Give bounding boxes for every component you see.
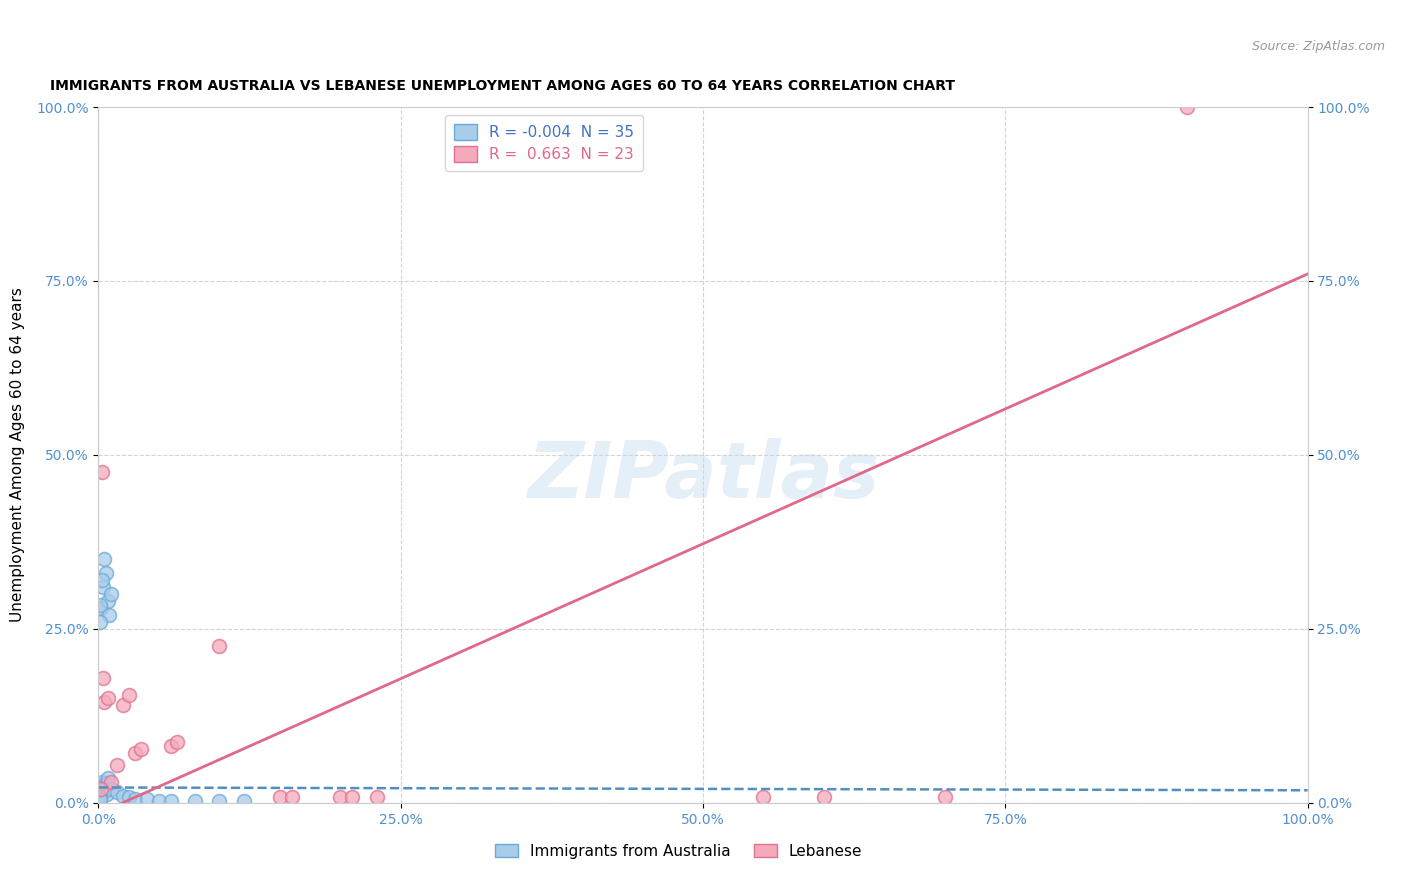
Point bbox=[118, 790, 141, 805]
Point bbox=[91, 671, 114, 685]
Point bbox=[813, 790, 835, 805]
Point bbox=[89, 598, 111, 612]
Point bbox=[111, 698, 134, 713]
Point bbox=[91, 573, 114, 587]
Point bbox=[281, 790, 304, 805]
Point bbox=[1175, 100, 1198, 114]
Point bbox=[100, 587, 122, 601]
Point bbox=[87, 778, 110, 793]
Y-axis label: Unemployment Among Ages 60 to 64 years: Unemployment Among Ages 60 to 64 years bbox=[10, 287, 25, 623]
Point bbox=[148, 794, 170, 808]
Legend: Immigrants from Australia, Lebanese: Immigrants from Australia, Lebanese bbox=[489, 838, 869, 864]
Point bbox=[135, 792, 157, 806]
Point bbox=[129, 741, 152, 756]
Point bbox=[90, 783, 112, 797]
Point bbox=[366, 790, 388, 805]
Point bbox=[124, 746, 146, 760]
Point bbox=[91, 466, 114, 480]
Point bbox=[105, 757, 128, 772]
Point bbox=[105, 785, 128, 799]
Point bbox=[342, 790, 364, 805]
Point bbox=[91, 580, 114, 594]
Point bbox=[91, 780, 114, 795]
Point bbox=[934, 790, 956, 805]
Point bbox=[93, 785, 115, 799]
Point bbox=[100, 781, 122, 796]
Point bbox=[329, 790, 352, 805]
Point bbox=[118, 688, 141, 702]
Point bbox=[97, 594, 120, 608]
Point bbox=[97, 772, 120, 786]
Point bbox=[90, 601, 112, 615]
Point bbox=[89, 792, 111, 806]
Point bbox=[93, 695, 115, 709]
Point bbox=[97, 691, 120, 706]
Point bbox=[100, 775, 122, 789]
Point bbox=[184, 794, 207, 808]
Point bbox=[98, 607, 121, 622]
Point bbox=[111, 789, 134, 803]
Text: Source: ZipAtlas.com: Source: ZipAtlas.com bbox=[1251, 40, 1385, 54]
Point bbox=[752, 790, 775, 805]
Text: ZIPatlas: ZIPatlas bbox=[527, 438, 879, 514]
Point bbox=[89, 791, 111, 805]
Text: IMMIGRANTS FROM AUSTRALIA VS LEBANESE UNEMPLOYMENT AMONG AGES 60 TO 64 YEARS COR: IMMIGRANTS FROM AUSTRALIA VS LEBANESE UN… bbox=[51, 79, 955, 94]
Point bbox=[87, 789, 110, 803]
Point bbox=[124, 792, 146, 806]
Point bbox=[89, 615, 111, 629]
Point bbox=[166, 734, 188, 748]
Point bbox=[89, 781, 111, 796]
Point bbox=[160, 739, 183, 753]
Point bbox=[269, 790, 291, 805]
Point bbox=[208, 794, 231, 808]
Point bbox=[89, 790, 111, 805]
Point bbox=[90, 781, 112, 796]
Point bbox=[89, 793, 111, 807]
Point bbox=[208, 639, 231, 653]
Point bbox=[232, 794, 254, 808]
Point bbox=[93, 552, 115, 566]
Point bbox=[96, 788, 118, 802]
Point bbox=[94, 566, 117, 581]
Point bbox=[91, 775, 114, 789]
Point bbox=[94, 776, 117, 790]
Point bbox=[160, 794, 183, 808]
